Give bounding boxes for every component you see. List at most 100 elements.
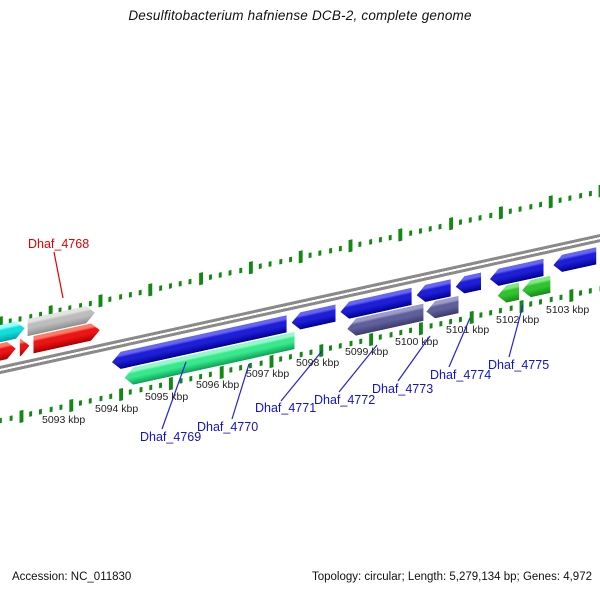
minor-tick-down — [399, 329, 403, 336]
minor-tick-down — [179, 378, 183, 384]
minor-tick-up — [328, 247, 332, 254]
minor-tick-down — [99, 395, 103, 402]
minor-tick-down — [579, 290, 583, 296]
gene-label-dhaf_4770[interactable]: Dhaf_4770 — [197, 420, 259, 434]
major-tick-down — [219, 365, 224, 380]
minor-tick-up — [488, 212, 492, 219]
accession-text: Accession: NC_011830 — [12, 571, 132, 583]
major-tick-down — [169, 376, 174, 391]
gene-blue-7[interactable] — [553, 247, 596, 274]
major-tick-down — [19, 409, 24, 424]
major-tick-up — [348, 239, 353, 253]
major-tick-down — [119, 387, 124, 402]
minor-tick-down — [529, 301, 533, 307]
minor-tick-up — [88, 300, 92, 307]
major-tick-up — [198, 272, 203, 286]
genome-stats-text: Topology: circular; Length: 5,279,134 bp… — [311, 571, 592, 583]
gene-label-dhaf_4771[interactable]: Dhaf_4771 — [255, 401, 317, 415]
minor-tick-down — [159, 382, 163, 389]
major-tick-down — [519, 299, 524, 314]
minor-tick-up — [268, 261, 272, 267]
gene-red-1[interactable] — [0, 340, 16, 364]
ruler-label: 5101 kbp — [446, 324, 490, 336]
minor-tick-down — [229, 367, 233, 373]
gene-label-dhaf_4774[interactable]: Dhaf_4774 — [430, 368, 492, 382]
minor-tick-down — [129, 389, 133, 395]
minor-tick-up — [428, 225, 432, 232]
gene-label-dhaf_4768[interactable]: Dhaf_4768 — [28, 237, 90, 251]
minor-tick-down — [149, 384, 153, 391]
major-tick-down — [269, 354, 274, 369]
minor-tick-up — [288, 256, 292, 263]
minor-tick-down — [429, 323, 433, 329]
major-tick-up — [248, 261, 253, 275]
minor-tick-down — [339, 342, 343, 349]
major-tick-down — [419, 321, 424, 336]
minor-tick-down — [459, 316, 463, 323]
minor-tick-down — [239, 364, 243, 371]
minor-tick-down — [279, 356, 283, 362]
minor-tick-up — [128, 291, 132, 298]
minor-tick-up — [418, 228, 422, 234]
ruler-label: 5096 kbp — [196, 379, 240, 391]
minor-tick-down — [79, 400, 83, 406]
major-tick-down — [569, 289, 574, 303]
minor-tick-up — [578, 192, 582, 199]
minor-tick-up — [218, 272, 222, 278]
minor-tick-up — [338, 245, 342, 252]
minor-tick-down — [89, 397, 93, 404]
minor-tick-down — [209, 371, 213, 378]
major-tick-up — [548, 195, 553, 209]
gene-label-dhaf_4769[interactable]: Dhaf_4769 — [140, 430, 202, 444]
ruler-label: 5098 kbp — [296, 357, 340, 369]
minor-tick-up — [368, 239, 372, 245]
figure-title: Desulfitobacterium hafniense DCB-2, comp… — [128, 8, 472, 23]
minor-tick-up — [178, 280, 182, 287]
major-tick-down — [319, 343, 324, 358]
major-tick-up — [448, 217, 453, 231]
ruler-label: 5095 kbp — [145, 391, 189, 403]
major-tick-up — [498, 206, 503, 220]
minor-tick-down — [479, 312, 483, 318]
minor-tick-up — [168, 283, 172, 289]
gene-blue-5[interactable] — [456, 272, 481, 295]
minor-tick-down — [409, 327, 413, 334]
minor-tick-down — [499, 307, 503, 314]
minor-tick-up — [528, 203, 532, 210]
major-tick-down — [469, 310, 474, 325]
minor-tick-up — [468, 217, 472, 223]
minor-tick-up — [568, 195, 572, 201]
minor-tick-down — [489, 309, 493, 316]
gene-label-dhaf_4773[interactable]: Dhaf_4773 — [372, 382, 434, 396]
gene-label-dhaf_4775[interactable]: Dhaf_4775 — [488, 358, 550, 372]
minor-tick-up — [538, 201, 542, 208]
gene-label-dhaf_4772[interactable]: Dhaf_4772 — [314, 393, 376, 407]
minor-tick-up — [478, 214, 482, 221]
minor-tick-down — [389, 331, 393, 338]
minor-tick-down — [509, 305, 513, 312]
major-tick-up — [148, 283, 153, 297]
minor-tick-up — [588, 190, 592, 197]
minor-tick-down — [0, 417, 3, 424]
major-tick-down — [69, 398, 74, 413]
minor-tick-up — [318, 250, 322, 256]
minor-tick-up — [18, 316, 22, 322]
minor-tick-down — [259, 360, 263, 367]
minor-tick-down — [539, 298, 543, 305]
minor-tick-down — [439, 320, 443, 327]
minor-tick-down — [549, 296, 553, 303]
minor-tick-up — [228, 269, 232, 276]
gene-green-1[interactable] — [498, 282, 519, 304]
minor-tick-up — [408, 230, 412, 237]
minor-tick-down — [379, 334, 383, 340]
minor-tick-up — [118, 294, 122, 300]
minor-tick-down — [109, 393, 113, 400]
ruler-label: 5099 kbp — [345, 346, 389, 358]
minor-tick-up — [138, 289, 142, 296]
minor-tick-down — [59, 404, 63, 411]
minor-tick-up — [278, 258, 282, 265]
minor-tick-up — [558, 197, 562, 204]
gene-red-2[interactable] — [20, 337, 30, 357]
ruler-label: 5094 kbp — [95, 403, 139, 415]
